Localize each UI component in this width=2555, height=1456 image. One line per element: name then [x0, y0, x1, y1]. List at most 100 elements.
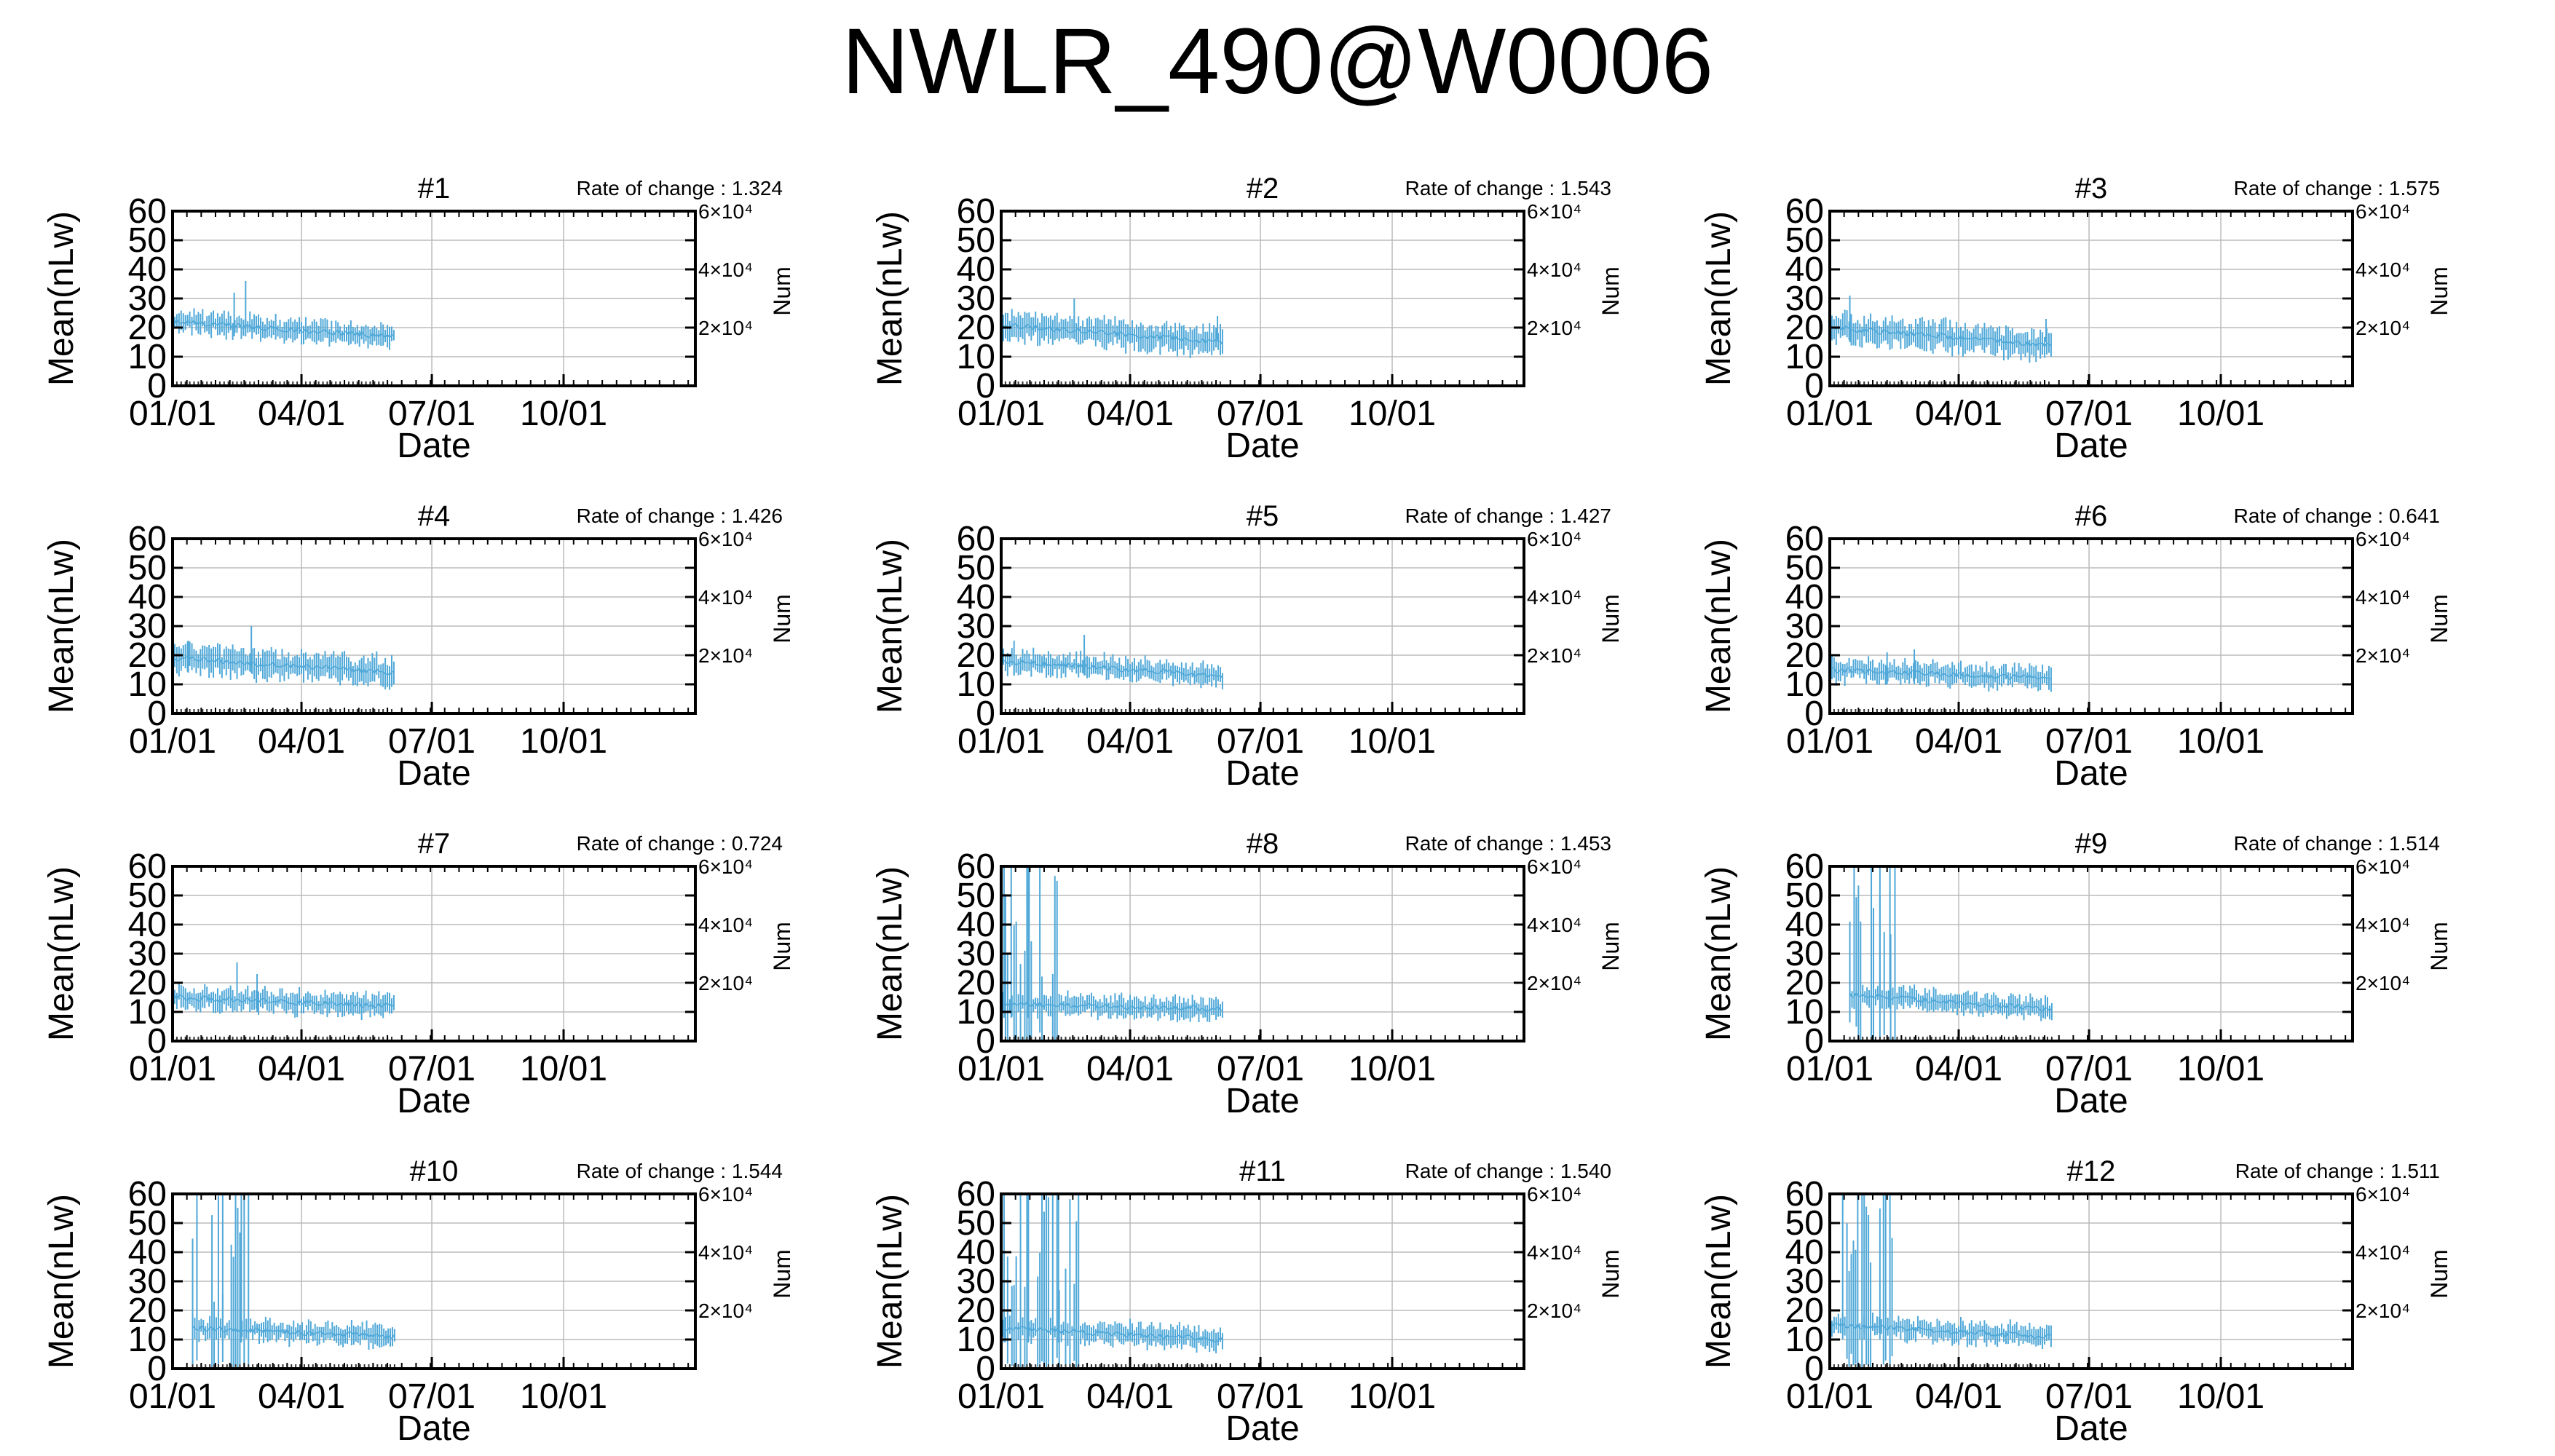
data-line	[1030, 1328, 1034, 1332]
x-tick-label: 07/01	[2045, 1050, 2133, 1088]
x-axis-label: Date	[397, 427, 470, 465]
data-line	[1930, 670, 1933, 673]
y-tick-label: 10	[128, 665, 167, 704]
data-line	[206, 659, 210, 663]
data-line	[1906, 333, 1910, 337]
data-line	[297, 1329, 301, 1333]
data-line	[2003, 341, 2007, 344]
x-tick-label: 01/01	[957, 722, 1045, 761]
data-line	[1202, 672, 1206, 676]
y2-tick-label: 4×10⁴	[1527, 258, 1581, 281]
y-tick-label: 30	[957, 607, 995, 646]
data-line	[316, 1003, 320, 1006]
x-axis-label: Date	[1225, 1082, 1299, 1120]
data-line	[1177, 1008, 1180, 1011]
y-tick-label: 60	[957, 192, 995, 231]
data-line	[1129, 668, 1133, 672]
data-line	[1103, 665, 1107, 670]
x-tick-label: 10/01	[1348, 1377, 1436, 1416]
data-line	[1958, 335, 1962, 341]
data-line	[275, 1000, 278, 1003]
data-line	[284, 1329, 288, 1334]
data-line	[1855, 992, 1860, 997]
data-line	[2021, 344, 2023, 347]
data-line	[1147, 670, 1150, 673]
data-line	[183, 657, 186, 659]
data-line	[219, 658, 223, 665]
data-line	[283, 663, 287, 667]
data-line	[352, 668, 356, 673]
y-tick-label: 30	[128, 1262, 167, 1301]
y2-tick-label: 4×10⁴	[698, 586, 753, 609]
data-line	[1893, 1326, 1898, 1331]
data-line	[1007, 662, 1011, 665]
x-tick-label: 07/01	[1217, 1050, 1304, 1088]
data-line	[284, 331, 287, 333]
data-line	[1118, 1332, 1122, 1336]
rate-of-change-label: Rate of change : 1.324	[577, 177, 783, 199]
data-line	[1052, 1004, 1056, 1007]
data-line	[371, 1004, 376, 1009]
data-line	[1857, 668, 1860, 671]
data-line	[355, 1332, 359, 1335]
data-line	[286, 662, 289, 665]
data-line	[2029, 674, 2033, 679]
y-tick-label: 50	[957, 549, 995, 587]
data-line	[1954, 672, 1957, 678]
x-tick-label: 04/01	[258, 1377, 345, 1416]
y2-axis-label: Num	[769, 1249, 795, 1299]
data-line	[219, 1000, 223, 1003]
data-line	[1917, 670, 1921, 673]
data-line	[1065, 328, 1069, 332]
y-tick-label: 10	[1785, 993, 1824, 1032]
data-line	[1028, 325, 1032, 329]
data-line	[1872, 1325, 1876, 1329]
data-line	[275, 665, 278, 668]
data-line	[1016, 1326, 1019, 1330]
data-line	[1007, 1326, 1011, 1331]
data-line	[389, 671, 392, 676]
data-line	[307, 331, 311, 334]
data-line	[1093, 1333, 1097, 1337]
data-line	[1134, 334, 1137, 336]
y-tick-label: 0	[147, 1022, 167, 1061]
data-line	[282, 1329, 286, 1334]
data-line	[2023, 674, 2026, 677]
x-tick-label: 01/01	[957, 395, 1045, 433]
data-line	[2005, 341, 2009, 344]
data-line	[1863, 328, 1867, 333]
data-line	[1177, 1334, 1180, 1337]
data-line	[285, 1001, 289, 1004]
data-line	[374, 1006, 377, 1009]
data-line	[1848, 668, 1852, 673]
x-tick-label: 10/01	[2177, 1050, 2264, 1088]
data-line	[365, 1002, 369, 1007]
data-line	[306, 1330, 309, 1336]
data-line	[1220, 675, 1223, 679]
x-tick-label: 10/01	[520, 395, 607, 433]
data-line	[1876, 1326, 1880, 1328]
data-line	[213, 1329, 217, 1332]
data-line	[1097, 330, 1101, 333]
data-line	[1196, 1337, 1200, 1341]
data-line	[2036, 1005, 2039, 1009]
data-line	[324, 1000, 328, 1005]
data-line	[1217, 1005, 1221, 1011]
data-line	[355, 331, 358, 336]
data-line	[1999, 674, 2002, 676]
data-line	[1123, 1007, 1126, 1010]
data-line	[1035, 1002, 1038, 1008]
data-line	[1125, 333, 1129, 338]
y2-tick-label: 4×10⁴	[2355, 914, 2410, 936]
data-line	[1093, 331, 1097, 334]
data-line	[1978, 1005, 1981, 1008]
data-line	[324, 328, 328, 333]
data-line	[1881, 995, 1885, 998]
y-tick-label: 0	[1804, 695, 1824, 733]
data-line	[1030, 660, 1034, 665]
data-line	[1041, 1004, 1045, 1008]
data-line	[1855, 331, 1858, 333]
data-line	[1070, 1006, 1073, 1008]
data-line	[301, 665, 304, 669]
